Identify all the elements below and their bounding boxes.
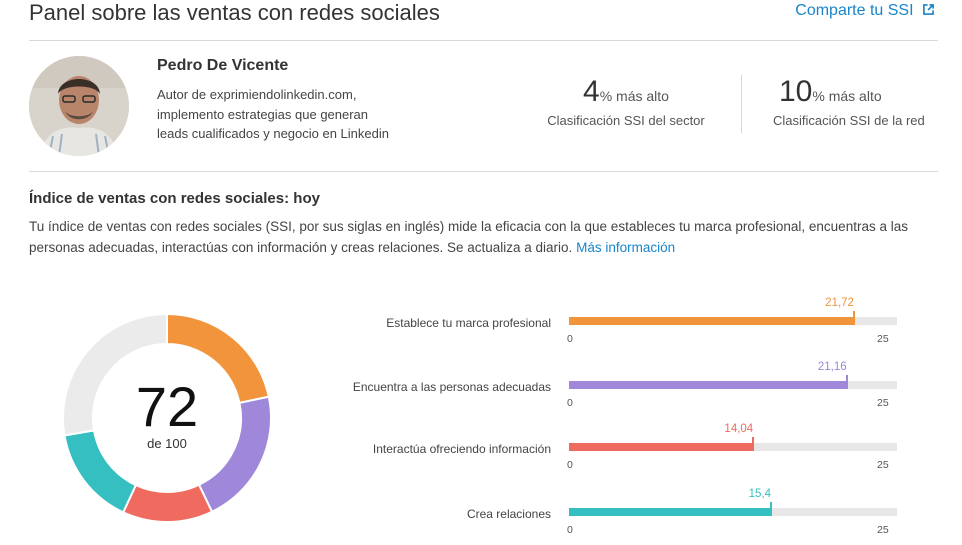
bar-value-marker xyxy=(852,311,855,325)
bar-value-label: 14,04 xyxy=(724,423,754,435)
network-rank-caption: Clasificación SSI de la red xyxy=(773,113,925,128)
bar-label: Establece tu marca profesional xyxy=(386,316,551,330)
donut-segment-remainder xyxy=(62,313,168,437)
share-ssi-link[interactable]: Comparte tu SSI xyxy=(795,2,934,20)
bar-value-marker xyxy=(845,375,848,389)
bar-label: Encuentra a las personas adecuadas xyxy=(352,380,551,394)
network-rank-suffix: % más alto xyxy=(812,88,882,104)
network-rank: 10% más alto Clasificación SSI de la red xyxy=(771,75,962,128)
avatar xyxy=(29,56,129,156)
bar-value-label: 21,16 xyxy=(817,361,847,373)
ssi-score: 72 de 100 xyxy=(62,375,272,452)
axis-tick-min: 0 xyxy=(567,333,573,345)
profile-divider xyxy=(29,171,938,172)
bar-value-marker xyxy=(752,437,755,451)
bar-fill xyxy=(569,508,772,516)
more-info-link[interactable]: Más información xyxy=(576,240,676,255)
bar-value-marker xyxy=(770,502,773,516)
share-ssi-label: Comparte tu SSI xyxy=(795,2,914,19)
donut-segment-3 xyxy=(121,483,214,523)
external-link-icon xyxy=(923,4,934,15)
axis-tick-min: 0 xyxy=(567,397,573,409)
bar-label: Crea relaciones xyxy=(466,507,551,521)
industry-rank-value: 4 xyxy=(583,75,600,108)
page-title: Panel sobre las ventas con redes sociale… xyxy=(29,0,440,25)
profile-photo xyxy=(29,56,129,156)
ssi-donut-chart xyxy=(62,313,272,523)
ssi-subtitle: Índice de ventas con redes sociales: hoy xyxy=(29,190,320,207)
bar-fill xyxy=(569,381,847,389)
ssi-description: Tu índice de ventas con redes sociales (… xyxy=(29,216,939,258)
header-divider xyxy=(29,40,938,41)
industry-rank-caption: Clasificación SSI del sector xyxy=(547,113,705,128)
axis-tick-max: 25 xyxy=(877,333,889,345)
network-rank-value: 10 xyxy=(779,75,813,108)
ssi-score-value: 72 xyxy=(135,375,199,438)
axis-tick-max: 25 xyxy=(877,524,889,536)
axis-tick-min: 0 xyxy=(567,524,573,536)
bar-fill xyxy=(569,443,754,451)
bar-value-label: 15,4 xyxy=(748,488,772,500)
bar-fill xyxy=(569,317,854,325)
industry-rank: 4% más alto Clasificación SSI del sector xyxy=(526,75,726,128)
bar-label: Interactúa ofreciendo información xyxy=(372,442,551,456)
ssi-description-text: Tu índice de ventas con redes sociales (… xyxy=(29,219,908,255)
bar-value-label: 21,72 xyxy=(825,297,854,309)
profile-bio: Autor de exprimiendolinkedin.com, implem… xyxy=(157,87,389,141)
industry-rank-suffix: % más alto xyxy=(599,88,669,104)
axis-tick-min: 0 xyxy=(567,459,573,471)
ssi-score-max: de 100 xyxy=(147,436,187,451)
stat-divider xyxy=(741,75,742,133)
axis-tick-max: 25 xyxy=(877,459,889,471)
axis-tick-max: 25 xyxy=(877,397,889,409)
profile-name: Pedro De Vicente xyxy=(157,57,289,74)
